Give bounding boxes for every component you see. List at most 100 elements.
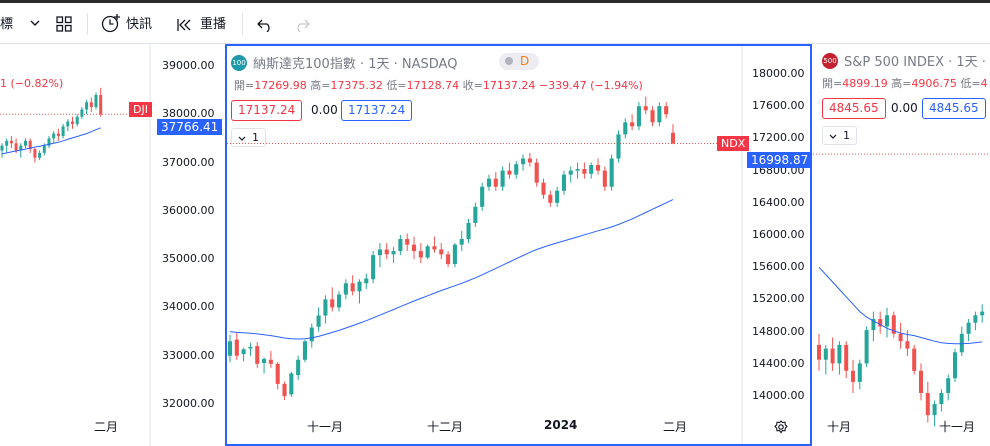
- candle-body: [602, 170, 607, 187]
- toolbar-divider: [242, 13, 243, 35]
- price-tick-label: 35000.00: [162, 252, 215, 266]
- ndx-chart-panel[interactable]: 100 納斯達克100指數 · 1天 · NASDAQ D 開=17269.98…: [225, 44, 812, 446]
- price-tick-label: 17600.00: [752, 99, 805, 113]
- candle-body: [323, 299, 328, 316]
- replay-button[interactable]: 重播: [200, 17, 227, 32]
- sell-price-button[interactable]: 4845.65: [822, 98, 886, 119]
- legend-toggle-button[interactable]: 1: [231, 128, 266, 147]
- legend-count: 1: [252, 131, 259, 144]
- candle-body: [864, 330, 869, 364]
- price-tick-label: 15200.00: [752, 292, 805, 306]
- indicators-button[interactable]: 標: [0, 17, 14, 32]
- candle-body: [47, 138, 51, 146]
- candle-body: [837, 344, 842, 364]
- candle-body: [548, 194, 553, 203]
- candle-body: [905, 341, 910, 349]
- dji-chart-panel[interactable]: 1 (−0.82%) 39000.00 38000.00 37000.00 36000…: [0, 44, 224, 446]
- price-tick-label: 39000.00: [162, 59, 215, 72]
- candle-body: [568, 170, 573, 175]
- price-tick-label: 16400.00: [752, 195, 805, 209]
- candle-body: [316, 315, 321, 327]
- candle-body: [66, 121, 70, 127]
- grid-icon[interactable]: [56, 16, 72, 32]
- clock-plus-icon[interactable]: [100, 13, 122, 35]
- candle-body: [541, 182, 546, 195]
- moving-average-line: [229, 199, 674, 340]
- spx-logo: 500: [822, 53, 838, 69]
- price-tick-label: 36000.00: [162, 203, 215, 217]
- candle-body: [85, 102, 89, 110]
- candle-body: [255, 346, 260, 364]
- price-tick-label: 38000.00: [162, 107, 215, 121]
- candle-body: [589, 164, 594, 174]
- candle-body: [439, 249, 444, 255]
- status-dot-icon: [505, 57, 513, 65]
- alert-button[interactable]: 快訊: [126, 17, 153, 32]
- low-value: 4: [980, 77, 988, 90]
- chevron-down-icon: [829, 134, 837, 139]
- buy-price-button[interactable]: 4845.65: [922, 98, 986, 119]
- spx-chart-panel[interactable]: 500 S&P 500 INDEX · 1天 · 4 開=4899.19 高=4…: [813, 44, 990, 446]
- ndx-title[interactable]: 納斯達克100指數 · 1天 · NASDAQ: [253, 57, 458, 72]
- ndx-chart-plot[interactable]: [227, 46, 810, 444]
- buy-price-button[interactable]: 17137.24: [341, 100, 413, 121]
- undo-icon[interactable]: [257, 18, 273, 32]
- candle-body: [623, 122, 628, 135]
- top-toolbar: 標 快訊 重播: [0, 0, 990, 44]
- candle-body: [966, 322, 971, 334]
- open-value: 17269.98: [254, 79, 307, 92]
- candle-body: [350, 283, 355, 292]
- dji-x-label: 二月: [94, 420, 119, 434]
- spx-chart-plot[interactable]: [813, 44, 990, 446]
- candle-body: [932, 404, 937, 416]
- candle-body: [432, 246, 437, 250]
- candle-body: [38, 152, 42, 158]
- candle-body: [33, 149, 37, 158]
- candle-body: [80, 109, 84, 117]
- redo-icon[interactable]: [294, 18, 310, 32]
- candle-body: [912, 348, 917, 371]
- x-label-nov: 十一月: [307, 420, 344, 434]
- ndx-ohlc: 開=17269.98 高=17375.32 低=17128.74 收=17137…: [234, 77, 643, 93]
- price-tick-label: 15600.00: [752, 260, 805, 274]
- candle-body: [234, 339, 239, 356]
- price-tick-label: 14000.00: [752, 389, 805, 402]
- candle-body: [24, 140, 27, 146]
- candle-body: [946, 378, 951, 393]
- candle-body: [56, 133, 60, 137]
- candle-body: [94, 94, 98, 108]
- dji-change: 1 (−0.82%): [0, 77, 64, 90]
- price-tick-label: 17200.00: [752, 131, 805, 145]
- candle-body: [885, 315, 889, 327]
- candle-body: [42, 145, 46, 153]
- candle-body: [418, 251, 423, 258]
- candle-body: [343, 283, 348, 295]
- candle-body: [561, 174, 566, 191]
- sell-price-button[interactable]: 17137.24: [231, 100, 303, 121]
- price-tick-label: 16000.00: [752, 228, 805, 241]
- candle-body: [71, 121, 74, 124]
- candle-body: [823, 348, 828, 360]
- ndx-logo: 100: [231, 55, 247, 71]
- spread-value: 0.00: [891, 101, 918, 115]
- legend-toggle-button[interactable]: 1: [822, 126, 857, 145]
- gear-icon[interactable]: [774, 420, 788, 434]
- candle-body: [330, 299, 335, 308]
- low-value: 17128.74: [406, 79, 460, 92]
- candle-body: [19, 145, 23, 151]
- candle-body: [89, 102, 93, 108]
- change-value: −339.47 (−1.94%): [538, 79, 643, 92]
- price-tick-label: 37000.00: [162, 155, 215, 169]
- high-value: 17375.32: [330, 79, 383, 92]
- high-label: 高=: [891, 77, 912, 90]
- candle-body: [446, 254, 451, 264]
- dji-chart-plot[interactable]: [0, 44, 224, 446]
- candle-body: [670, 132, 676, 144]
- rewind-icon[interactable]: [176, 18, 192, 32]
- ndx-symbol-tag: NDX: [717, 136, 750, 151]
- data-status-pill: D: [499, 53, 539, 70]
- spx-title[interactable]: S&P 500 INDEX · 1天 · 4: [844, 55, 990, 70]
- open-value: 4899.19: [842, 77, 888, 90]
- chevron-down-icon[interactable]: [30, 20, 40, 26]
- candle-body: [466, 222, 471, 240]
